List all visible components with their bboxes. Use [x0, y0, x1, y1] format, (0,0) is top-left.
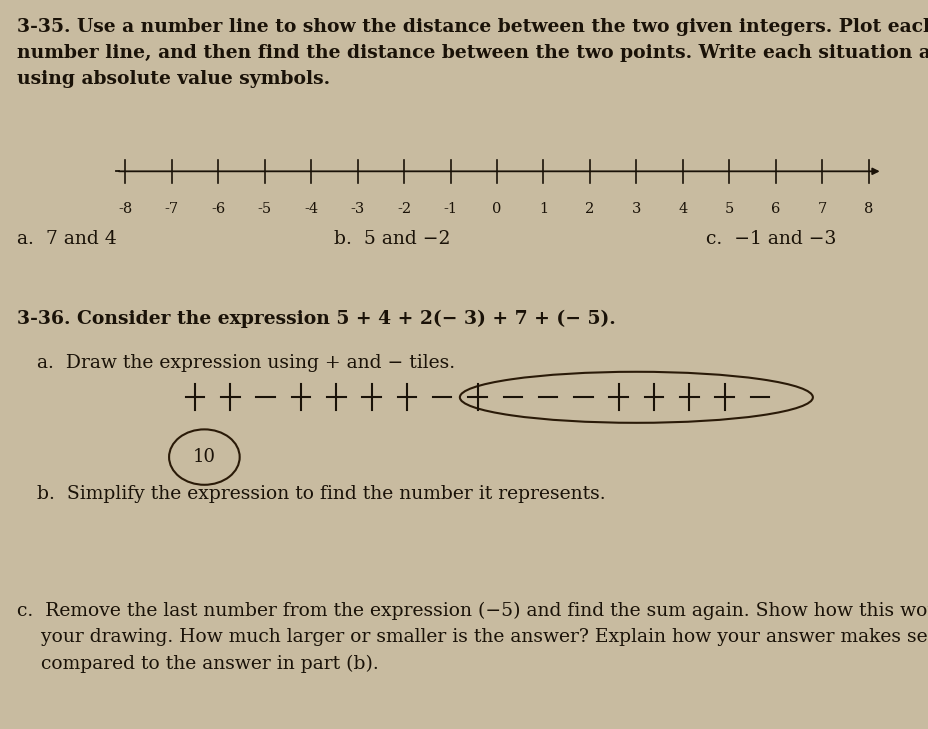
Text: -1: -1 — [443, 202, 458, 216]
Text: a.  Draw the expression using + and − tiles.: a. Draw the expression using + and − til… — [37, 354, 455, 372]
Text: 2: 2 — [585, 202, 594, 216]
Text: c.  Remove the last number from the expression (−5) and find the sum again. Show: c. Remove the last number from the expre… — [17, 601, 928, 673]
Text: c.  −1 and −3: c. −1 and −3 — [705, 230, 835, 248]
Text: 4: 4 — [677, 202, 687, 216]
Text: -2: -2 — [396, 202, 411, 216]
Text: 3: 3 — [631, 202, 640, 216]
Text: -6: -6 — [211, 202, 226, 216]
Text: -4: -4 — [303, 202, 318, 216]
Text: b.  Simplify the expression to find the number it represents.: b. Simplify the expression to find the n… — [37, 485, 605, 503]
Text: 6: 6 — [770, 202, 780, 216]
Text: 0: 0 — [492, 202, 501, 216]
Text: a.  7 and 4: a. 7 and 4 — [17, 230, 116, 248]
Text: 10: 10 — [193, 448, 215, 466]
Text: 7: 7 — [817, 202, 826, 216]
Text: 1: 1 — [538, 202, 548, 216]
Text: -5: -5 — [257, 202, 272, 216]
Text: -7: -7 — [164, 202, 179, 216]
Text: 8: 8 — [863, 202, 872, 216]
Text: -8: -8 — [118, 202, 133, 216]
Text: 3-35. Use a number line to show the distance between the two given integers. Plo: 3-35. Use a number line to show the dist… — [17, 18, 928, 87]
Text: -3: -3 — [350, 202, 365, 216]
Text: 3-36. Consider the expression 5 + 4 + 2(− 3) + 7 + (− 5).: 3-36. Consider the expression 5 + 4 + 2(… — [17, 310, 615, 328]
Text: b.  5 and −2: b. 5 and −2 — [334, 230, 450, 248]
Text: 5: 5 — [724, 202, 733, 216]
